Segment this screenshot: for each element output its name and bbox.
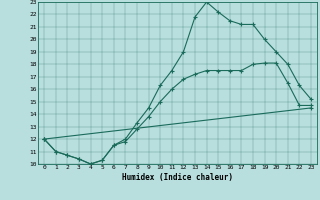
X-axis label: Humidex (Indice chaleur): Humidex (Indice chaleur) [122, 173, 233, 182]
